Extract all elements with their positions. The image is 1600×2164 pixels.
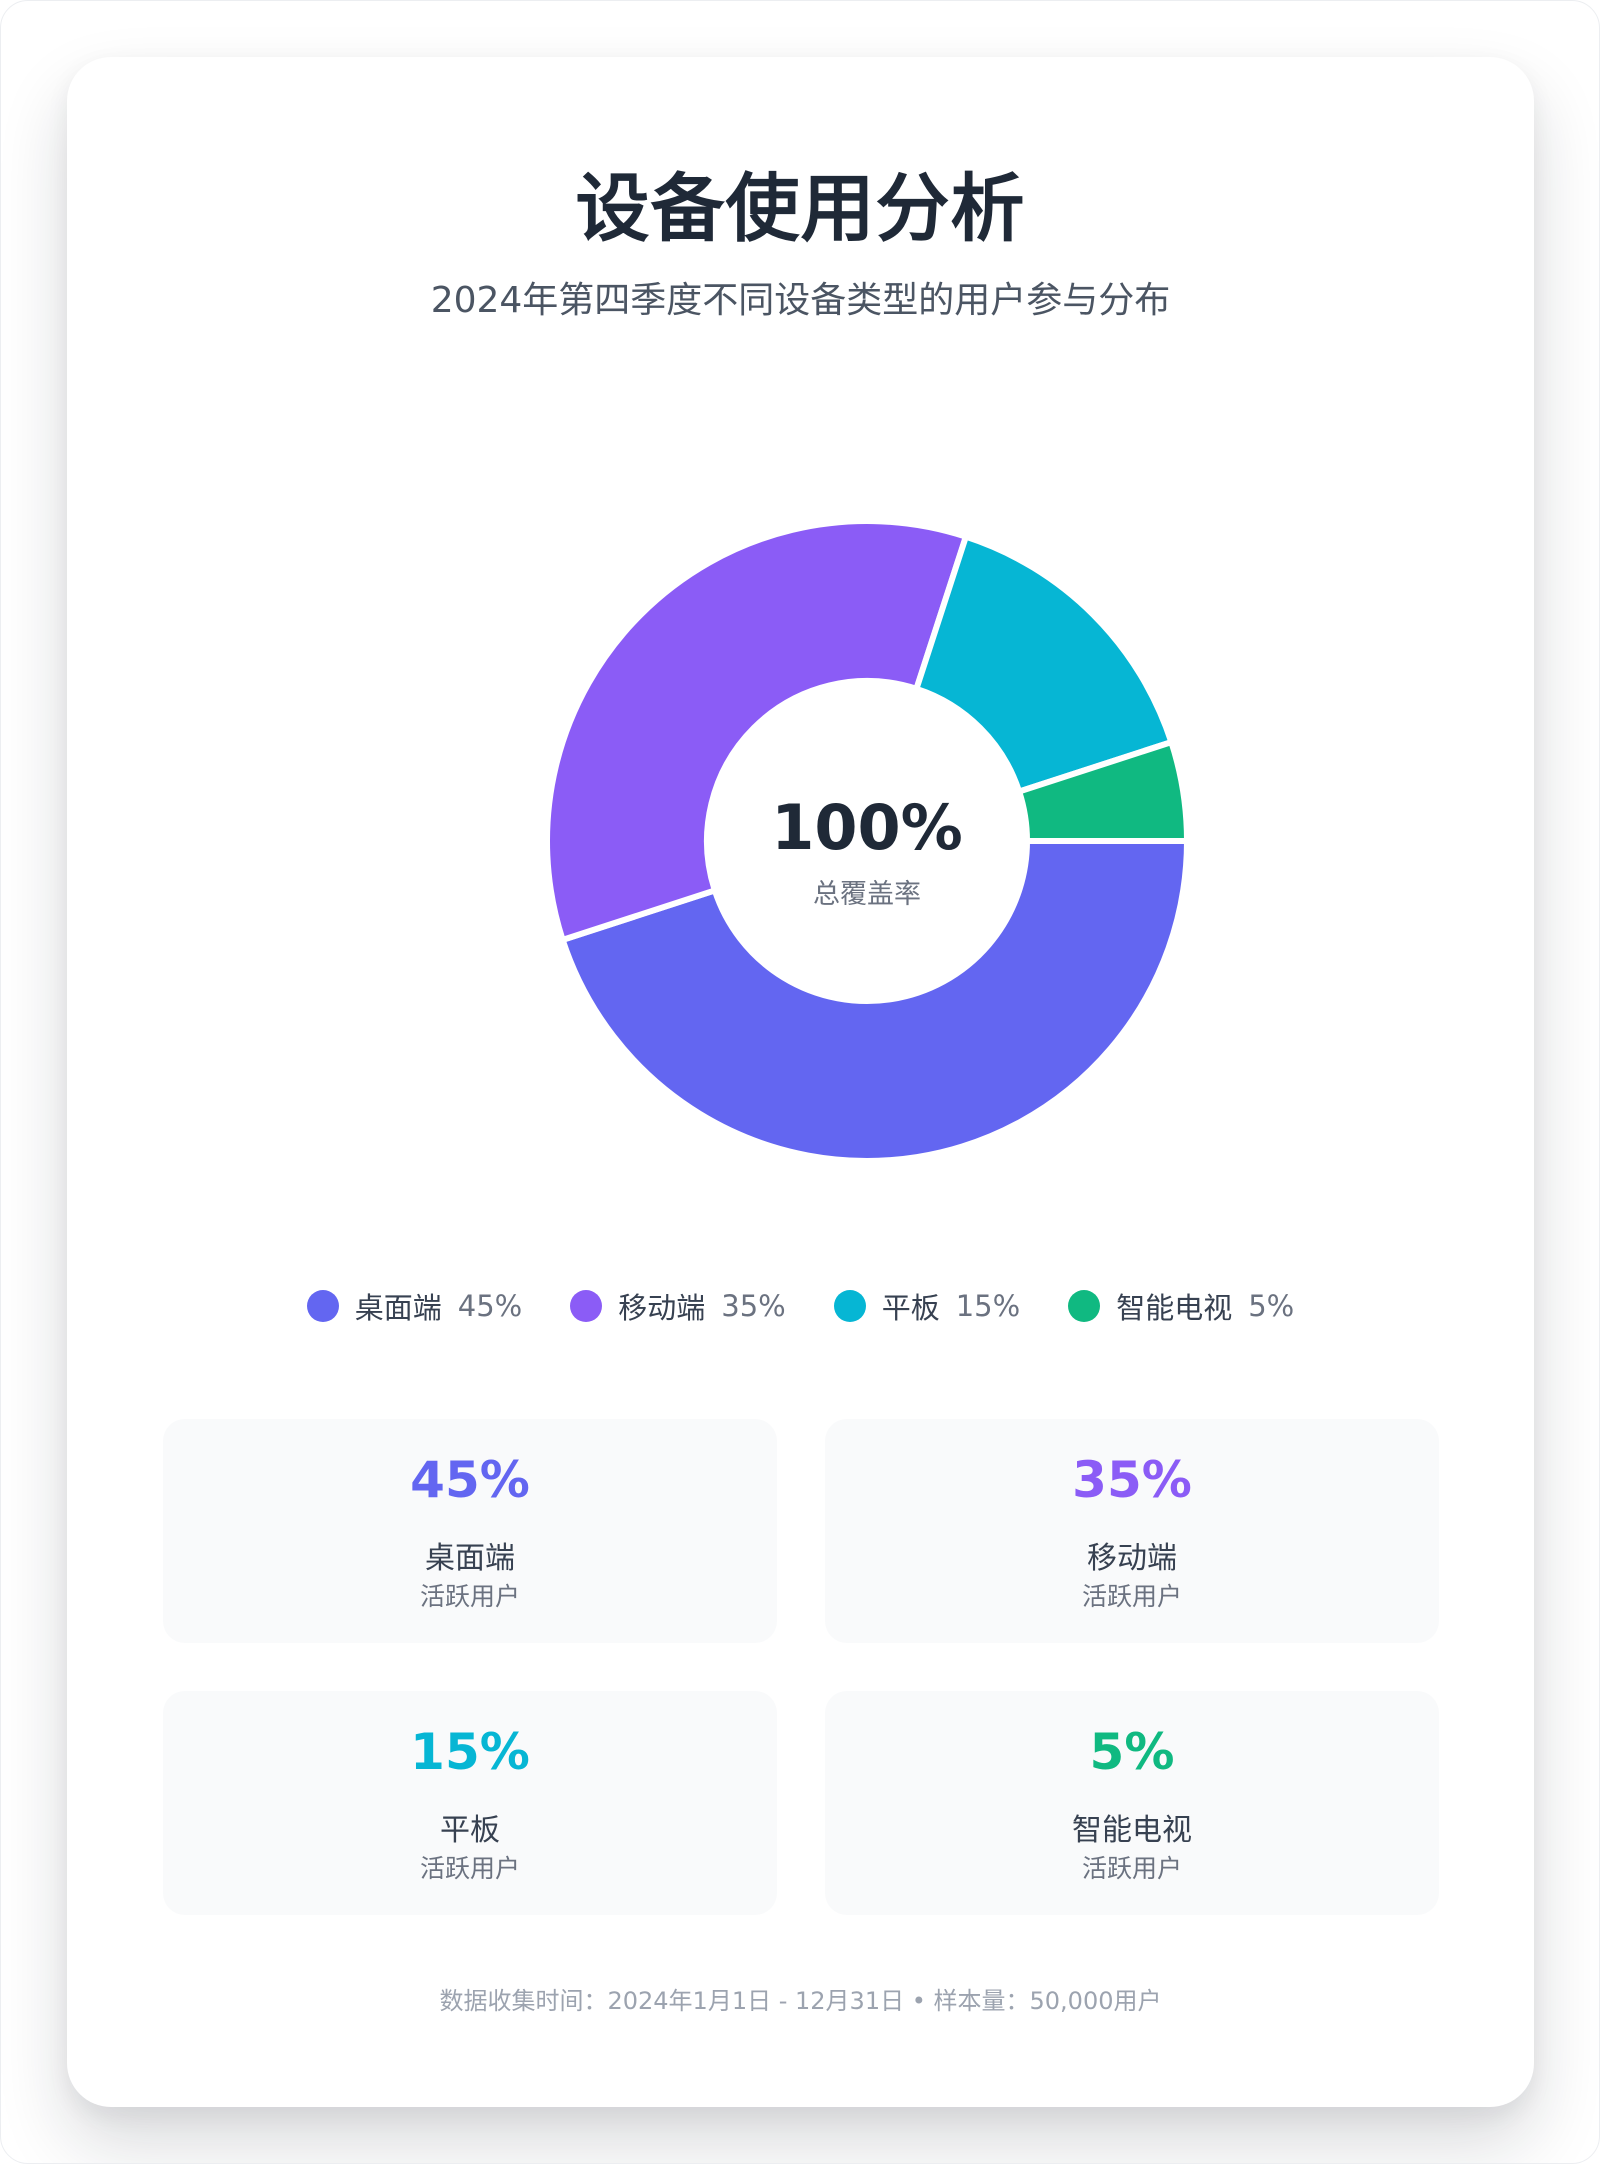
legend-swatch	[833, 1290, 866, 1322]
legend-swatch	[306, 1290, 339, 1322]
chart-title: 设备使用分析	[575, 166, 1026, 252]
legend-swatch	[570, 1290, 603, 1322]
donut-slice-1[interactable]	[544, 518, 970, 944]
stat-description: 活跃用户	[419, 1582, 520, 1611]
stat-card: 5% 智能电视活跃用户	[825, 1691, 1439, 1915]
chart-subtitle: 2024年第四季度不同设备类型的用户参与分布	[430, 280, 1171, 321]
legend-value: 45%	[457, 1289, 523, 1323]
legend-item[interactable]: 桌面端 45%	[306, 1285, 523, 1327]
donut-slice-0[interactable]	[558, 838, 1191, 1164]
legend-item[interactable]: 移动端 35%	[570, 1285, 786, 1327]
stat-name: 移动端	[1087, 1541, 1177, 1576]
stat-value: 45%	[410, 1451, 530, 1509]
stat-value: 5%	[1089, 1723, 1175, 1781]
legend-label: 移动端	[618, 1291, 706, 1325]
legend-item[interactable]: 智能电视 5%	[1068, 1285, 1294, 1327]
stat-card: 45% 桌面端活跃用户	[163, 1419, 777, 1643]
legend-swatch	[1068, 1290, 1101, 1322]
donut-chart: 100% 总覆盖率	[544, 518, 1191, 1164]
stat-name: 平板	[440, 1813, 500, 1848]
legend-value: 15%	[955, 1289, 1021, 1323]
legend-label: 智能电视	[1116, 1291, 1233, 1325]
stat-description: 活跃用户	[1081, 1582, 1182, 1611]
stat-value: 35%	[1072, 1451, 1192, 1509]
donut-slice-2[interactable]	[912, 532, 1176, 796]
stat-card: 35% 移动端活跃用户	[825, 1419, 1439, 1643]
stat-card: 15% 平板活跃用户	[163, 1691, 777, 1915]
legend-value: 35%	[721, 1289, 786, 1323]
stat-value: 15%	[410, 1723, 530, 1781]
legend-label: 平板	[881, 1291, 940, 1325]
stat-description: 活跃用户	[1081, 1854, 1182, 1883]
stat-description: 活跃用户	[419, 1854, 520, 1883]
chart-legend: 桌面端 45% 移动端 35% 平板 15% 智能电视 5%	[67, 1285, 1534, 1327]
data-footnote: 数据收集时间：2024年1月1日 - 12月31日 • 样本量：50,000用户	[439, 1987, 1162, 2015]
center-total-label: 总覆盖率	[813, 879, 921, 910]
stat-name: 智能电视	[1072, 1813, 1192, 1848]
center-total-value: 100%	[771, 791, 963, 864]
chart-card: 设备使用分析 2024年第四季度不同设备类型的用户参与分布 100% 总覆盖率 …	[67, 57, 1534, 2107]
legend-label: 桌面端	[354, 1291, 442, 1325]
stat-cards: 45% 桌面端 活跃用户 35% 移动端 活跃用户 15% 平板 活跃用户 5% 智能电视 活跃用户	[163, 1419, 1439, 1915]
legend-item[interactable]: 平板 15%	[833, 1285, 1021, 1327]
stat-name: 桌面端	[425, 1541, 515, 1576]
legend-value: 5%	[1248, 1289, 1295, 1323]
donut-slice-3[interactable]	[1015, 738, 1191, 844]
